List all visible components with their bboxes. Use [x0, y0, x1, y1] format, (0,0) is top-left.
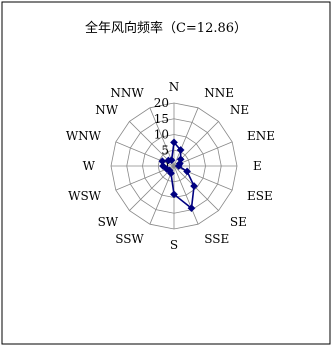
grid: [110, 102, 238, 230]
radial-tick-label: 5: [161, 143, 169, 157]
category-label: NNW: [110, 86, 144, 100]
grid-spoke: [173, 141, 233, 167]
category-label: SSW: [115, 232, 144, 246]
series-group: [158, 138, 199, 213]
data-point: [183, 167, 192, 176]
radial-tick-label: 10: [154, 128, 169, 142]
grid-spoke: [149, 107, 175, 167]
category-label: SW: [98, 215, 119, 229]
data-point: [176, 146, 185, 154]
category-label: ENE: [247, 129, 275, 143]
chart-border: [1, 1, 331, 345]
category-label: S: [170, 238, 178, 252]
data-point: [190, 182, 199, 191]
category-label: N: [169, 80, 180, 94]
data-point: [170, 190, 178, 199]
data-point: [159, 162, 167, 170]
category-label: SSE: [204, 232, 229, 246]
radial-tick-label: 20: [154, 96, 169, 110]
data-point: [187, 204, 196, 213]
grid-spoke: [173, 165, 219, 211]
category-label: W: [83, 159, 96, 173]
data-point: [170, 138, 178, 147]
category-label: NW: [95, 103, 119, 117]
category-label: ESE: [247, 189, 273, 203]
chart-title: 全年风向频率（C=12.86）: [85, 20, 247, 36]
category-label: WNW: [66, 129, 102, 143]
grid-spoke: [129, 165, 175, 211]
grid-spoke: [173, 165, 199, 225]
radial-tick-label: 15: [154, 112, 169, 126]
data-point: [158, 157, 167, 166]
category-label: E: [253, 159, 262, 173]
data-point: [174, 162, 183, 170]
category-label: NNE: [204, 86, 234, 100]
category-label: NE: [230, 103, 249, 117]
data-point: [167, 156, 176, 165]
category-label: WSW: [68, 189, 102, 203]
category-label: SE: [230, 215, 247, 229]
grid-spoke: [173, 107, 199, 167]
